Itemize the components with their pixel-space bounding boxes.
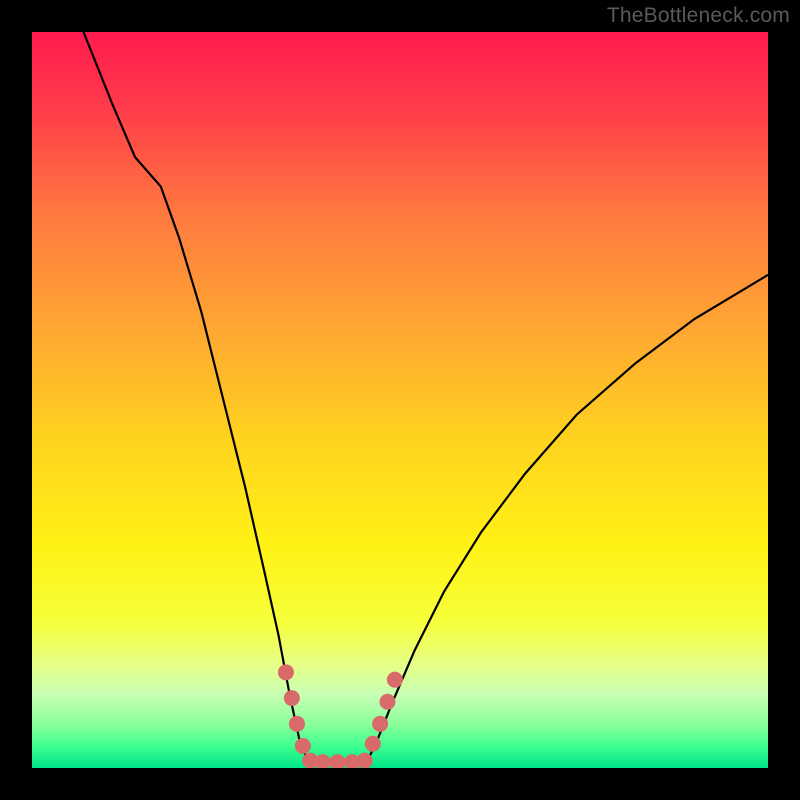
chart-svg	[32, 32, 768, 768]
watermark-text: TheBottleneck.com	[607, 4, 790, 28]
chart-background	[32, 32, 768, 768]
plot-area	[32, 32, 768, 768]
